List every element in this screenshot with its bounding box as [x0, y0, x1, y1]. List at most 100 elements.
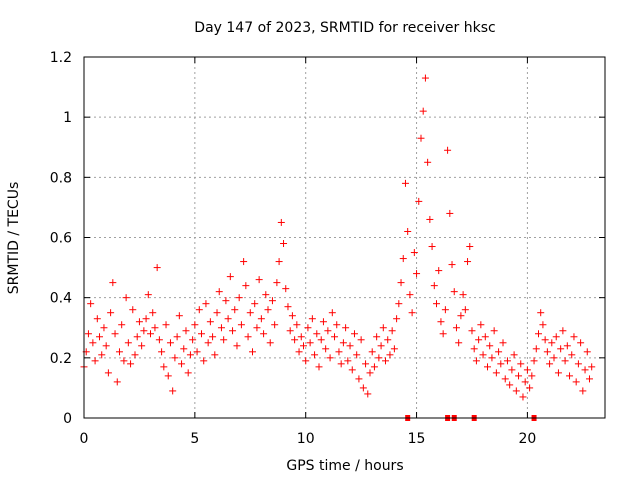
- data-point: [109, 279, 117, 287]
- data-point: [182, 327, 190, 335]
- data-point: [337, 360, 345, 368]
- data-point: [373, 333, 381, 341]
- data-point: [433, 300, 441, 308]
- y-tick-label: 1: [63, 110, 72, 126]
- data-point: [559, 327, 567, 335]
- data-point: [548, 339, 556, 347]
- data-point: [180, 345, 188, 353]
- data-point: [568, 351, 576, 359]
- data-point: [93, 315, 101, 323]
- data-point: [257, 315, 265, 323]
- y-tick-label: 1.2: [50, 50, 72, 66]
- data-point: [319, 318, 327, 326]
- data-point: [113, 378, 121, 386]
- data-point: [286, 327, 294, 335]
- data-point: [503, 357, 511, 365]
- data-point: [419, 107, 427, 115]
- data-point: [437, 318, 445, 326]
- data-point: [362, 360, 370, 368]
- data-point: [408, 309, 416, 317]
- data-point: [390, 345, 398, 353]
- data-point: [399, 255, 407, 263]
- data-point: [426, 215, 434, 223]
- data-point: [324, 327, 332, 335]
- data-point: [129, 306, 137, 314]
- data-point: [229, 327, 237, 335]
- data-point: [470, 345, 478, 353]
- data-point: [322, 345, 330, 353]
- data-point: [497, 360, 505, 368]
- data-point: [359, 384, 367, 392]
- data-point: [397, 279, 405, 287]
- data-point: [410, 249, 418, 257]
- data-point: [366, 369, 374, 377]
- data-point: [191, 321, 199, 329]
- data-point: [266, 339, 274, 347]
- data-point: [475, 336, 483, 344]
- data-point: [111, 330, 119, 338]
- data-point: [583, 348, 591, 356]
- data-point: [326, 354, 334, 362]
- data-point: [382, 357, 390, 365]
- data-point: [211, 351, 219, 359]
- data-point: [195, 306, 203, 314]
- data-point: [472, 357, 480, 365]
- data-point: [339, 339, 347, 347]
- data-point: [224, 315, 232, 323]
- data-point: [417, 134, 425, 142]
- data-point: [127, 360, 135, 368]
- data-point: [173, 333, 181, 341]
- data-point: [302, 357, 310, 365]
- x-tick-label: 0: [80, 431, 89, 447]
- data-point: [242, 282, 250, 290]
- data-point: [142, 315, 150, 323]
- data-point: [519, 393, 527, 401]
- data-point: [521, 378, 529, 386]
- data-point: [235, 294, 243, 302]
- data-point: [271, 321, 279, 329]
- data-point: [455, 339, 463, 347]
- data-point: [253, 324, 261, 332]
- data-point: [457, 312, 465, 320]
- data-point: [537, 309, 545, 317]
- data-point: [517, 360, 525, 368]
- data-point: [91, 357, 99, 365]
- data-point: [246, 309, 254, 317]
- data-point: [120, 357, 128, 365]
- data-point: [217, 324, 225, 332]
- data-point: [510, 351, 518, 359]
- data-point: [364, 390, 372, 398]
- data-point: [444, 146, 452, 154]
- data-point: [138, 342, 146, 350]
- data-point: [342, 324, 350, 332]
- data-point: [200, 357, 208, 365]
- y-tick-label: 0.6: [50, 231, 72, 247]
- data-point: [171, 354, 179, 362]
- data-point: [96, 333, 104, 341]
- data-points: [80, 74, 596, 401]
- data-point: [528, 372, 536, 380]
- data-point: [328, 309, 336, 317]
- data-point: [428, 243, 436, 251]
- data-point: [107, 309, 115, 317]
- data-point: [346, 342, 354, 350]
- data-point: [186, 351, 194, 359]
- data-point: [490, 327, 498, 335]
- data-point: [499, 339, 507, 347]
- data-point: [570, 333, 578, 341]
- data-point: [353, 351, 361, 359]
- data-point: [102, 342, 110, 350]
- data-point: [122, 294, 130, 302]
- data-point: [124, 339, 132, 347]
- data-point: [184, 369, 192, 377]
- data-point: [215, 288, 223, 296]
- data-point: [550, 354, 558, 362]
- data-point: [370, 363, 378, 371]
- y-axis-title: SRMTID / TECUs: [6, 182, 22, 295]
- data-point: [244, 333, 252, 341]
- data-point: [477, 321, 485, 329]
- data-point: [554, 369, 562, 377]
- data-point: [222, 297, 230, 305]
- data-point: [335, 348, 343, 356]
- data-point: [306, 339, 314, 347]
